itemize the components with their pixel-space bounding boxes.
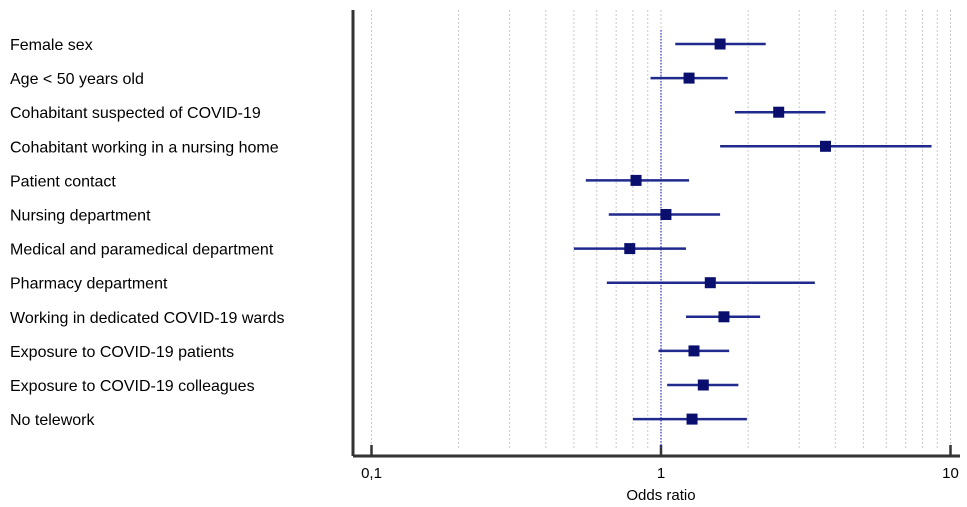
row-label: Age < 50 years old — [10, 71, 144, 88]
estimate-marker — [773, 106, 785, 118]
estimate-marker — [660, 209, 672, 220]
estimate-marker — [624, 243, 636, 255]
estimate-marker — [718, 311, 730, 323]
row-label: Cohabitant suspected of COVID-19 — [10, 105, 261, 122]
row-label: Cohabitant working in a nursing home — [10, 139, 279, 156]
row-label: Nursing department — [10, 208, 151, 225]
estimate-marker — [697, 379, 709, 391]
grid-layer — [371, 10, 951, 448]
row-label: Patient contact — [10, 173, 116, 190]
rows-layer — [573, 38, 932, 425]
row-label: Female sex — [10, 37, 93, 54]
x-tick-label: 10 — [942, 465, 959, 482]
row-label: Exposure to COVID-19 colleagues — [10, 378, 255, 395]
axis-layer: 0,1 1 10 — [351, 10, 960, 482]
row-label: Working in dedicated COVID-19 wards — [10, 310, 285, 327]
estimate-marker — [683, 72, 695, 84]
x-tick-label: 1 — [657, 465, 665, 482]
estimate-marker — [714, 38, 726, 50]
x-tick-label: 0,1 — [361, 465, 382, 482]
x-axis-title: Odds ratio — [626, 487, 695, 504]
row-label: Exposure to COVID-19 patients — [10, 344, 234, 361]
labels-layer: Female sex Age < 50 years old Cohabitant s… — [10, 37, 285, 429]
estimate-marker — [686, 413, 698, 425]
estimate-marker — [688, 345, 700, 357]
row-label: Pharmacy department — [10, 276, 168, 293]
estimate-marker — [704, 277, 716, 289]
estimate-marker — [630, 174, 642, 186]
row-label: Medical and paramedical department — [10, 242, 274, 259]
estimate-marker — [819, 140, 831, 152]
row-label: No telework — [10, 412, 95, 429]
